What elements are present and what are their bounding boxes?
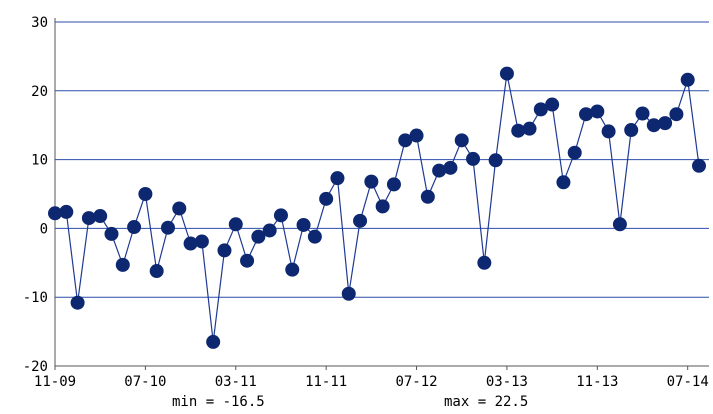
data-point	[432, 163, 447, 178]
data-point	[330, 171, 345, 186]
data-point	[658, 116, 673, 131]
grid-lines	[55, 21, 709, 298]
data-point	[194, 234, 209, 249]
x-tick-label: 03-13	[486, 374, 528, 390]
x-tick-label: 11-13	[576, 374, 618, 390]
data-point	[262, 223, 277, 238]
data-point	[273, 208, 288, 223]
data-point	[590, 104, 605, 119]
data-point	[511, 123, 526, 138]
data-point	[443, 160, 458, 175]
data-point	[149, 264, 164, 279]
data-point	[127, 220, 142, 235]
data-point	[669, 107, 684, 122]
y-axis-tick-labels: -20 -10 0 10 20 30	[23, 15, 48, 375]
data-series	[48, 66, 706, 349]
data-point	[183, 236, 198, 251]
data-point	[601, 124, 616, 139]
data-point	[59, 204, 74, 219]
y-tick-label: 30	[31, 15, 48, 31]
data-point	[138, 187, 153, 201]
data-point	[624, 123, 639, 138]
data-point	[499, 66, 514, 81]
y-tick-label: -20	[23, 359, 48, 375]
data-point	[579, 107, 594, 122]
data-point	[240, 253, 255, 268]
x-axis-tick-labels: 11-09 07-10 03-11 11-11 07-12 03-13 11-13 07-14	[34, 374, 709, 390]
y-tick-label: 10	[31, 153, 48, 169]
data-point	[488, 153, 503, 168]
data-point	[307, 229, 322, 244]
y-tick-label: 0	[40, 221, 48, 237]
data-point	[160, 220, 175, 235]
data-point	[104, 226, 119, 241]
data-point	[375, 199, 390, 214]
data-point	[556, 175, 571, 190]
data-point	[398, 133, 413, 148]
y-tick-label: -10	[23, 290, 48, 306]
x-tick-label: 11-09	[34, 374, 76, 390]
data-point	[353, 213, 368, 228]
data-point	[285, 262, 300, 277]
data-point	[341, 286, 356, 301]
data-point	[466, 151, 481, 166]
x-tick-label: 11-11	[305, 374, 347, 390]
max-value-label: max = 22.5	[444, 394, 529, 410]
x-tick-label: 03-11	[215, 374, 257, 390]
data-point	[692, 158, 706, 173]
data-point	[533, 102, 548, 117]
data-point	[172, 201, 187, 216]
data-point	[386, 177, 401, 192]
data-point	[477, 255, 492, 270]
data-point	[93, 209, 108, 224]
data-point	[646, 118, 661, 133]
data-point	[206, 334, 221, 349]
data-point	[680, 72, 695, 87]
min-value-label: min = -16.5	[172, 394, 265, 410]
data-point	[217, 243, 232, 258]
data-point	[70, 295, 85, 310]
data-point	[454, 133, 469, 148]
data-point	[251, 229, 266, 244]
data-point	[522, 121, 537, 136]
y-tick-label: 20	[31, 84, 48, 100]
data-point	[420, 189, 435, 204]
x-tick-label: 07-14	[667, 374, 709, 390]
x-tick-label: 07-12	[395, 374, 437, 390]
data-point	[545, 97, 560, 112]
data-point	[567, 145, 582, 160]
data-point	[635, 106, 650, 121]
data-point	[115, 257, 130, 272]
data-point	[228, 217, 243, 232]
data-point	[612, 217, 627, 232]
x-tick-label: 07-10	[124, 374, 166, 390]
data-point	[319, 191, 334, 206]
data-point	[296, 217, 311, 232]
data-point	[409, 128, 424, 143]
axes	[54, 18, 709, 370]
data-point	[48, 206, 62, 221]
data-point	[364, 174, 379, 189]
data-point	[81, 211, 96, 226]
